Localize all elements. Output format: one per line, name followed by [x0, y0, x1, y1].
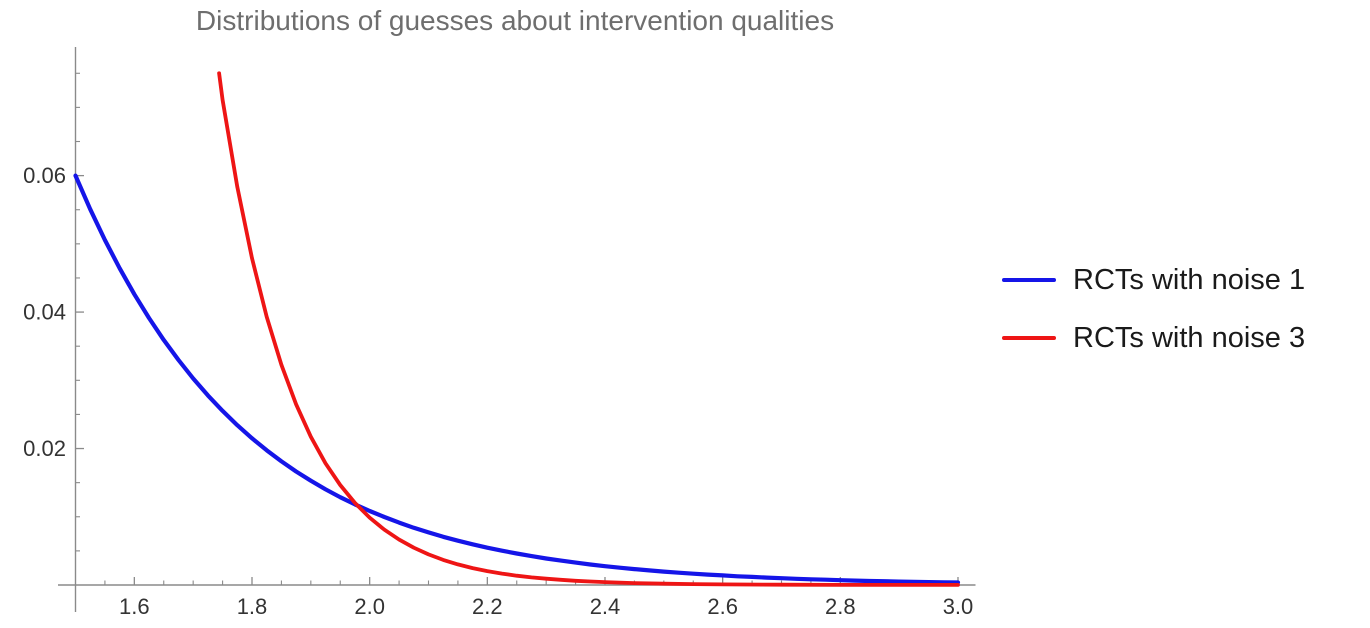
x-tick-label: 2.4 — [590, 594, 621, 619]
x-tick-label: 2.6 — [707, 594, 738, 619]
x-tick-label: 2.8 — [825, 594, 856, 619]
x-tick-label: 2.0 — [354, 594, 385, 619]
chart-title: Distributions of guesses about intervent… — [195, 5, 835, 36]
legend-item-noise-1: RCTs with noise 1 — [1002, 262, 1305, 298]
legend-label: RCTs with noise 1 — [1073, 264, 1306, 296]
legend-line-swatch-blue — [1002, 278, 1056, 282]
x-tick-label: 2.2 — [472, 594, 503, 619]
series-line-noise-3 — [217, 71, 960, 587]
x-tick-label: 3.0 — [943, 594, 974, 619]
y-tick-label: 0.02 — [23, 436, 66, 461]
legend: RCTs with noise 1 RCTs with noise 3 — [1002, 262, 1305, 378]
x-tick-label: 1.6 — [119, 594, 150, 619]
legend-line-swatch-red — [1002, 336, 1056, 340]
legend-item-noise-3: RCTs with noise 3 — [1002, 320, 1305, 356]
y-tick-label: 0.06 — [23, 163, 66, 188]
x-tick-label: 1.8 — [237, 594, 268, 619]
legend-label: RCTs with noise 3 — [1073, 322, 1306, 354]
series-line-noise-1 — [73, 173, 961, 585]
y-tick-label: 0.04 — [23, 300, 66, 325]
